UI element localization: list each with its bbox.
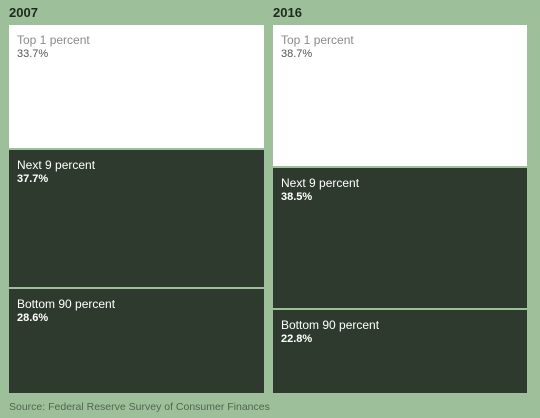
segment-value: 38.7% — [281, 48, 313, 60]
segment-label: Bottom 90 percent — [17, 296, 116, 311]
segment-value: 33.7% — [17, 48, 49, 60]
segment-bottom-90-2007: Bottom 90 percent 28.6% — [9, 288, 264, 393]
segment-label: Next 9 percent — [281, 175, 360, 190]
segment-label: Bottom 90 percent — [281, 318, 380, 332]
year-label-2007: 2007 — [9, 5, 38, 20]
segment-next-9-2016: Next 9 percent 38.5% — [273, 167, 527, 308]
segment-label: Top 1 percent — [281, 33, 354, 47]
column-2016: Top 1 percent 38.7% Next 9 percent 38.5%… — [273, 25, 527, 393]
segment-top-1-2016: Top 1 percent 38.7% — [273, 25, 527, 166]
segment-next-9-2007: Next 9 percent 37.7% — [9, 149, 264, 287]
segment-bottom-90-2016: Bottom 90 percent 22.8% — [273, 310, 527, 393]
segment-value: 28.6% — [17, 311, 49, 324]
column-2007: Top 1 percent 33.7% Next 9 percent 37.7%… — [9, 25, 264, 393]
source-note: Source: Federal Reserve Survey of Consum… — [9, 401, 270, 413]
segment-value: 37.7% — [17, 172, 49, 185]
segment-value: 22.8% — [281, 333, 313, 345]
segment-label: Top 1 percent — [17, 33, 90, 47]
year-label-2016: 2016 — [273, 5, 302, 20]
segment-top-1-2007: Top 1 percent 33.7% — [9, 25, 264, 148]
segment-value: 38.5% — [281, 190, 313, 203]
segment-label: Next 9 percent — [17, 157, 96, 172]
